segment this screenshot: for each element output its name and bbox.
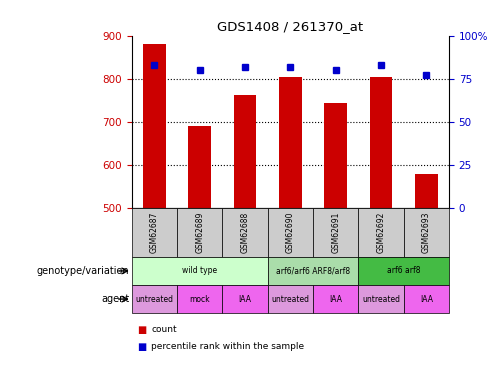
Text: count: count: [151, 326, 177, 334]
Text: IAA: IAA: [329, 295, 342, 304]
Text: arf6/arf6 ARF8/arf8: arf6/arf6 ARF8/arf8: [276, 266, 350, 275]
Title: GDS1408 / 261370_at: GDS1408 / 261370_at: [217, 20, 364, 33]
Text: IAA: IAA: [420, 295, 433, 304]
Bar: [177, 285, 223, 313]
Bar: [358, 257, 449, 285]
Text: GSM62690: GSM62690: [286, 212, 295, 253]
Bar: [370, 76, 392, 208]
Text: arf6 arf8: arf6 arf8: [387, 266, 420, 275]
Bar: [358, 285, 404, 313]
Bar: [223, 208, 268, 257]
Bar: [143, 44, 166, 208]
Bar: [404, 285, 449, 313]
Bar: [358, 208, 404, 257]
Bar: [279, 76, 302, 208]
Bar: [313, 208, 358, 257]
Text: genotype/variation: genotype/variation: [37, 266, 129, 276]
Text: untreated: untreated: [362, 295, 400, 304]
Text: GSM62692: GSM62692: [376, 212, 386, 253]
Bar: [177, 208, 223, 257]
Bar: [325, 104, 347, 208]
Bar: [268, 285, 313, 313]
Text: ■: ■: [137, 325, 146, 335]
Bar: [234, 95, 256, 208]
Bar: [415, 174, 438, 208]
Bar: [132, 257, 268, 285]
Text: untreated: untreated: [135, 295, 173, 304]
Bar: [313, 285, 358, 313]
Text: GSM62691: GSM62691: [331, 212, 340, 253]
Bar: [268, 208, 313, 257]
Text: percentile rank within the sample: percentile rank within the sample: [151, 342, 305, 351]
Bar: [404, 208, 449, 257]
Text: GSM62693: GSM62693: [422, 212, 431, 253]
Bar: [268, 257, 358, 285]
Bar: [223, 285, 268, 313]
Text: untreated: untreated: [271, 295, 309, 304]
Text: agent: agent: [101, 294, 129, 304]
Bar: [188, 126, 211, 208]
Bar: [132, 208, 177, 257]
Bar: [132, 285, 177, 313]
Text: ■: ■: [137, 342, 146, 352]
Text: GSM62687: GSM62687: [150, 212, 159, 253]
Text: wild type: wild type: [182, 266, 217, 275]
Text: mock: mock: [189, 295, 210, 304]
Text: GSM62688: GSM62688: [241, 212, 249, 253]
Text: IAA: IAA: [239, 295, 251, 304]
Text: GSM62689: GSM62689: [195, 212, 204, 253]
